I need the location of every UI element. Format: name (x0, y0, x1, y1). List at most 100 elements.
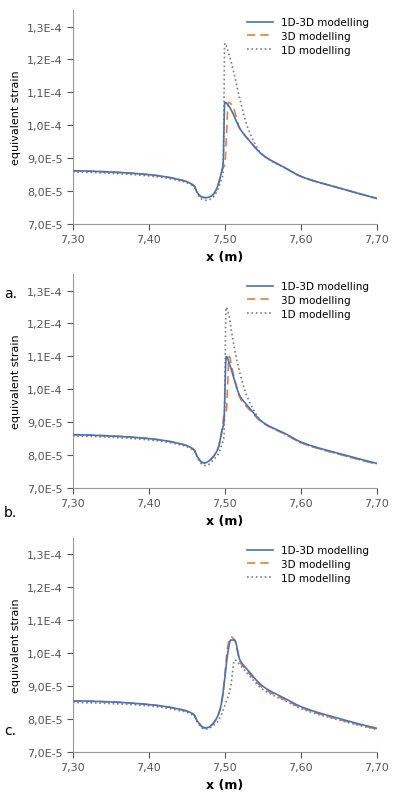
1D-3D modelling (374, 194, 379, 204)
3D modelling (70, 431, 75, 440)
Line: 1D-3D modelling: 1D-3D modelling (73, 640, 376, 728)
3D modelling (301, 704, 306, 714)
3D modelling (70, 696, 75, 706)
X-axis label: x (m): x (m) (206, 778, 243, 791)
X-axis label: x (m): x (m) (206, 251, 243, 264)
Legend: 1D-3D modelling, 3D modelling, 1D modelling: 1D-3D modelling, 3D modelling, 1D modell… (243, 277, 373, 323)
1D-3D modelling (228, 635, 233, 645)
3D modelling (247, 406, 252, 415)
1D-3D modelling (332, 712, 337, 722)
1D modelling (70, 431, 75, 441)
3D modelling (255, 414, 260, 423)
3D modelling (226, 99, 231, 108)
1D-3D modelling (70, 431, 75, 440)
3D modelling (332, 448, 337, 458)
1D modelling (89, 168, 94, 178)
1D modelling (248, 399, 252, 408)
3D modelling (264, 421, 269, 431)
1D-3D modelling (70, 167, 75, 176)
1D-3D modelling (70, 696, 75, 706)
3D modelling (70, 167, 75, 176)
Line: 3D modelling: 3D modelling (73, 357, 376, 464)
3D modelling (374, 460, 379, 469)
Line: 1D-3D modelling: 1D-3D modelling (73, 103, 376, 199)
1D-3D modelling (264, 154, 269, 164)
X-axis label: x (m): x (m) (206, 514, 243, 527)
1D modelling (265, 421, 270, 431)
Line: 1D modelling: 1D modelling (73, 308, 376, 466)
1D modelling (203, 461, 208, 471)
3D modelling (89, 697, 94, 707)
1D modelling (332, 715, 337, 724)
Y-axis label: equivalent strain: equivalent strain (11, 71, 21, 165)
1D-3D modelling (247, 404, 252, 414)
1D modelling (302, 439, 306, 449)
Y-axis label: equivalent strain: equivalent strain (11, 334, 21, 429)
3D modelling (89, 167, 94, 176)
Text: a.: a. (4, 287, 17, 301)
1D-3D modelling (89, 697, 94, 707)
3D modelling (374, 194, 379, 204)
1D-3D modelling (255, 413, 260, 423)
3D modelling (301, 439, 306, 449)
Line: 1D modelling: 1D modelling (73, 44, 376, 201)
1D modelling (374, 460, 379, 469)
1D modelling (374, 194, 379, 204)
1D modelling (204, 196, 208, 206)
1D-3D modelling (255, 146, 260, 156)
1D-3D modelling (264, 420, 269, 430)
Line: 3D modelling: 3D modelling (73, 103, 376, 199)
3D modelling (255, 678, 260, 688)
3D modelling (332, 714, 337, 723)
3D modelling (374, 724, 379, 734)
1D-3D modelling (222, 99, 227, 108)
1D-3D modelling (301, 173, 306, 183)
1D modelling (256, 145, 260, 155)
1D-3D modelling (301, 703, 306, 713)
1D modelling (374, 725, 379, 735)
1D modelling (264, 687, 269, 697)
1D modelling (265, 155, 270, 164)
Y-axis label: equivalent strain: equivalent strain (11, 598, 21, 692)
1D-3D modelling (247, 667, 252, 677)
1D modelling (333, 183, 338, 192)
1D-3D modelling (255, 677, 260, 687)
Text: b.: b. (4, 505, 17, 519)
1D-3D modelling (247, 137, 252, 147)
1D modelling (232, 655, 237, 665)
1D-3D modelling (264, 684, 269, 694)
1D modelling (89, 432, 94, 442)
3D modelling (228, 632, 233, 642)
Text: c.: c. (4, 723, 16, 737)
3D modelling (247, 669, 252, 678)
Line: 1D-3D modelling: 1D-3D modelling (73, 357, 376, 464)
1D modelling (247, 671, 252, 681)
1D-3D modelling (332, 448, 337, 458)
1D modelling (302, 173, 306, 183)
Line: 1D modelling: 1D modelling (73, 660, 376, 730)
3D modelling (301, 173, 306, 183)
1D-3D modelling (301, 439, 306, 448)
3D modelling (227, 352, 232, 362)
1D modelling (89, 699, 94, 708)
1D modelling (256, 412, 260, 422)
3D modelling (264, 154, 269, 164)
1D modelling (255, 680, 260, 690)
1D modelling (222, 39, 227, 49)
1D-3D modelling (224, 352, 229, 362)
1D modelling (224, 303, 229, 313)
3D modelling (247, 137, 252, 147)
3D modelling (89, 431, 94, 440)
Legend: 1D-3D modelling, 3D modelling, 1D modelling: 1D-3D modelling, 3D modelling, 1D modell… (243, 541, 373, 587)
1D modelling (333, 449, 338, 459)
1D-3D modelling (374, 459, 379, 468)
3D modelling (332, 183, 337, 192)
1D-3D modelling (332, 183, 337, 192)
1D-3D modelling (89, 431, 94, 440)
Legend: 1D-3D modelling, 3D modelling, 1D modelling: 1D-3D modelling, 3D modelling, 1D modell… (243, 14, 373, 60)
1D modelling (70, 698, 75, 707)
1D modelling (301, 705, 306, 715)
1D modelling (70, 168, 75, 177)
3D modelling (264, 686, 269, 695)
1D-3D modelling (374, 723, 379, 733)
